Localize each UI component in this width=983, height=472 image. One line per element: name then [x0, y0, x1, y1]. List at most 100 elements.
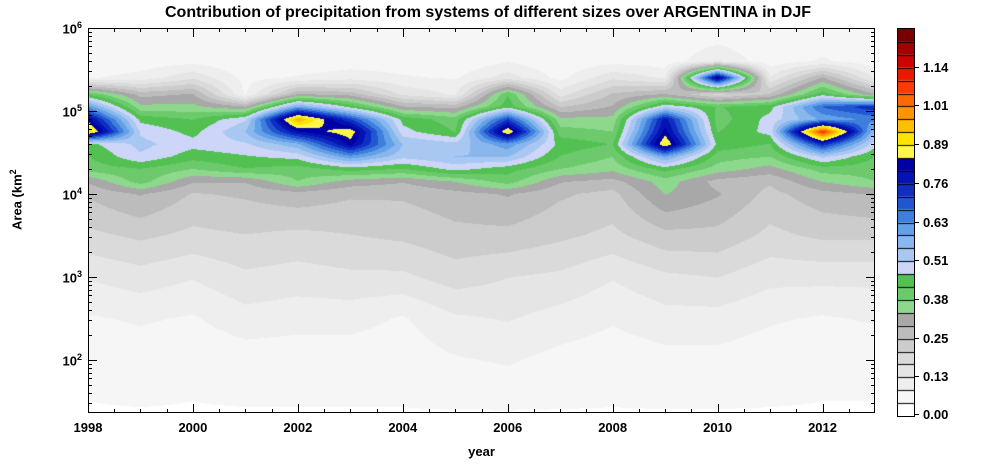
tick [871, 320, 875, 321]
tick [560, 409, 561, 413]
tick [88, 144, 92, 145]
tick [482, 409, 483, 413]
tick [88, 71, 92, 72]
tick [871, 32, 875, 33]
tick [193, 404, 194, 413]
tick [508, 28, 509, 37]
y-tick-label: 104 [62, 186, 82, 203]
tick [88, 403, 92, 404]
colorbar-tick [915, 144, 919, 145]
colorbar-label: 0.13 [923, 369, 949, 384]
tick [871, 202, 875, 203]
tick [871, 115, 875, 116]
tick [88, 194, 97, 195]
colorbar-tick [915, 338, 919, 339]
tick [88, 129, 92, 130]
colorbar-label: 1.01 [923, 98, 949, 113]
tick [770, 28, 771, 32]
tick [871, 285, 875, 286]
tick [377, 28, 378, 32]
tick [871, 252, 875, 253]
tick [586, 409, 587, 413]
tick [871, 136, 875, 137]
tick [88, 124, 92, 125]
tick [350, 409, 351, 413]
tick [219, 28, 220, 32]
tick [871, 310, 875, 311]
tick [639, 28, 640, 32]
tick [871, 219, 875, 220]
tick [871, 364, 875, 365]
tick [871, 295, 875, 296]
tick [866, 277, 875, 278]
colorbar-label: 0.38 [923, 292, 949, 307]
tick [455, 409, 456, 413]
tick [639, 409, 640, 413]
tick [534, 409, 535, 413]
tick [796, 409, 797, 413]
tick [88, 169, 92, 170]
tick [88, 237, 92, 238]
x-tick-label: 2004 [388, 420, 418, 435]
tick [866, 28, 875, 29]
tick [866, 360, 875, 361]
colorbar-canvas [897, 28, 915, 417]
tick [88, 368, 92, 369]
tick [744, 28, 745, 32]
y-tick-label: 105 [62, 103, 82, 120]
colorbar: 0.00 0.13 0.25 0.38 0.51 0.63 0.76 0.89 1.01 1.14 [897, 28, 948, 422]
tick [871, 378, 875, 379]
tick [871, 393, 875, 394]
tick [665, 28, 666, 32]
tick [140, 28, 141, 32]
colorbar-tick [915, 299, 919, 300]
tick [871, 335, 875, 336]
tick [874, 409, 875, 413]
tick [88, 320, 92, 321]
tick [140, 409, 141, 413]
tick [871, 198, 875, 199]
tick [272, 409, 273, 413]
colorbar-label: 0.63 [923, 215, 949, 230]
tick [871, 71, 875, 72]
tick [298, 28, 299, 37]
tick [871, 154, 875, 155]
colorbar-label: 0.25 [923, 331, 949, 346]
colorbar-tick [915, 67, 919, 68]
tick [88, 41, 92, 42]
tick [88, 360, 97, 361]
tick [665, 409, 666, 413]
tick [871, 368, 875, 369]
tick [88, 111, 97, 112]
tick [871, 53, 875, 54]
tick [114, 28, 115, 32]
tick [88, 32, 92, 33]
tick [219, 409, 220, 413]
tick [88, 364, 92, 365]
tick [88, 154, 92, 155]
tick [88, 277, 97, 278]
tick [849, 409, 850, 413]
tick [871, 41, 875, 42]
tick [871, 290, 875, 291]
x-tick-label: 2008 [598, 420, 628, 435]
tick [167, 28, 168, 32]
tick [613, 28, 614, 37]
tick [508, 404, 509, 413]
tick [88, 252, 92, 253]
tick [88, 202, 92, 203]
tick [866, 111, 875, 112]
plot-area: 1998 2000 2002 2004 2006 2008 2010 2012 106 105 1… [63, 20, 875, 435]
tick [871, 403, 875, 404]
tick [88, 227, 92, 228]
tick [245, 409, 246, 413]
tick [403, 28, 404, 37]
tick [871, 36, 875, 37]
tick [350, 28, 351, 32]
tick [324, 409, 325, 413]
tick [245, 28, 246, 32]
tick [88, 378, 92, 379]
x-tick-label: 2002 [283, 420, 313, 435]
colorbar-label: 0.00 [923, 407, 949, 422]
